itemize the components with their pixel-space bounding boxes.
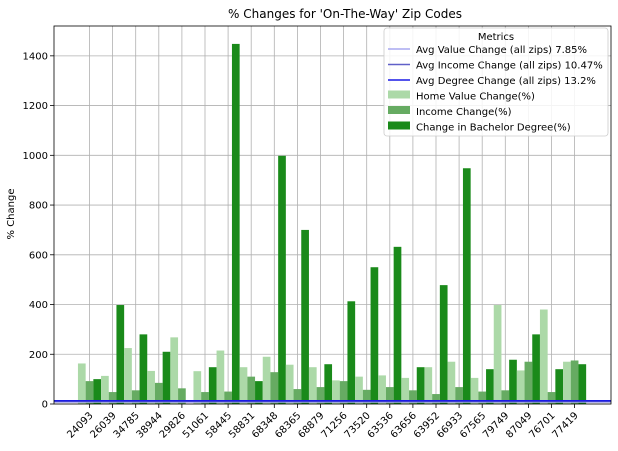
y-tick-label: 1200 (23, 101, 48, 112)
legend-label: Income Change(%) (416, 107, 512, 118)
grid-layer (54, 26, 611, 405)
bar (201, 392, 209, 404)
bar (462, 168, 471, 404)
bar (355, 376, 363, 404)
bar (416, 367, 425, 404)
bar (301, 229, 309, 404)
bar (447, 361, 456, 404)
bar (385, 387, 394, 404)
legend-bar-swatch (388, 121, 410, 130)
bar (516, 370, 525, 404)
bar (424, 367, 433, 404)
legend-bar-swatch (388, 106, 410, 114)
bar (486, 369, 494, 404)
bar (224, 391, 232, 404)
bar (170, 337, 179, 404)
legend-label: Avg Income Change (all zips) 10.47% (416, 61, 603, 72)
y-axis-ticks: 0 200 400 600 800 1000 1200 1400 (23, 51, 54, 411)
bar (285, 364, 294, 404)
y-tick-label: 1000 (23, 151, 48, 162)
bar (270, 372, 279, 404)
bar (563, 361, 571, 404)
chart-title: % Changes for 'On-The-Way' Zip Codes (228, 7, 462, 21)
x-tick-label: 77419 (550, 410, 580, 440)
y-tick-label: 200 (29, 350, 48, 361)
bar (247, 376, 256, 404)
bar (162, 351, 171, 404)
bar (231, 43, 240, 404)
bar (339, 381, 348, 404)
bar (501, 390, 510, 404)
bar (432, 394, 440, 404)
bars-layer (77, 43, 587, 404)
bar (493, 305, 502, 404)
bar (570, 360, 579, 404)
bar (208, 367, 217, 404)
bar (101, 375, 109, 404)
bar (455, 387, 463, 404)
legend-label: Avg Value Change (all zips) 7.85% (416, 45, 587, 56)
bar (324, 364, 333, 404)
bar (239, 367, 248, 404)
plot-frame (53, 25, 612, 405)
bar (316, 387, 325, 404)
bar (139, 334, 148, 404)
bar (77, 363, 86, 404)
bar (255, 381, 263, 404)
bar (93, 379, 102, 404)
bar (124, 348, 132, 404)
y-tick-label: 600 (29, 250, 48, 261)
bar (478, 391, 487, 404)
y-tick-label: 1400 (23, 51, 48, 62)
legend-items: Avg Value Change (all zips) 7.85% Avg Inc… (388, 45, 603, 134)
bar (262, 356, 271, 404)
bar (85, 381, 94, 404)
bar (216, 350, 225, 404)
y-tick-label: 0 (42, 400, 48, 411)
y-tick-label: 400 (29, 300, 48, 311)
bar (578, 364, 587, 404)
legend-label: Change in Bachelor Degree(%) (416, 123, 571, 134)
legend-label: Avg Degree Change (all zips) 13.2% (416, 76, 596, 87)
bar (393, 246, 402, 404)
legend-bar-swatch (388, 90, 410, 99)
bar (293, 389, 302, 404)
bar (154, 382, 163, 404)
bar (378, 375, 386, 404)
bar (532, 334, 540, 404)
bar (370, 267, 379, 404)
bar (178, 388, 186, 404)
bar (147, 370, 155, 404)
x-axis-ticks: 2409326039347853894429826510615844558831… (65, 404, 581, 441)
y-tick-label: 800 (29, 201, 48, 212)
bar (116, 305, 125, 404)
bar (409, 390, 417, 404)
bar (362, 389, 371, 404)
bar (131, 390, 140, 404)
bar (524, 361, 533, 404)
bar (539, 309, 548, 404)
bar (332, 380, 340, 404)
legend: Metrics Avg Value Change (all zips) 7.85… (383, 27, 609, 137)
legend-label: Home Value Change(%) (416, 92, 535, 103)
bar (470, 377, 479, 404)
bar (193, 371, 202, 404)
bar (308, 367, 317, 404)
bar (547, 392, 556, 404)
bar (439, 285, 448, 404)
bar (278, 155, 286, 404)
bar (555, 369, 564, 404)
reference-lines-layer (54, 399, 611, 403)
legend-title: Metrics (478, 32, 514, 43)
legend-box (383, 27, 609, 137)
bar (347, 301, 356, 404)
bar (401, 377, 410, 404)
y-axis-label: % Change (6, 189, 17, 240)
bar (509, 359, 517, 404)
bar (108, 392, 117, 404)
